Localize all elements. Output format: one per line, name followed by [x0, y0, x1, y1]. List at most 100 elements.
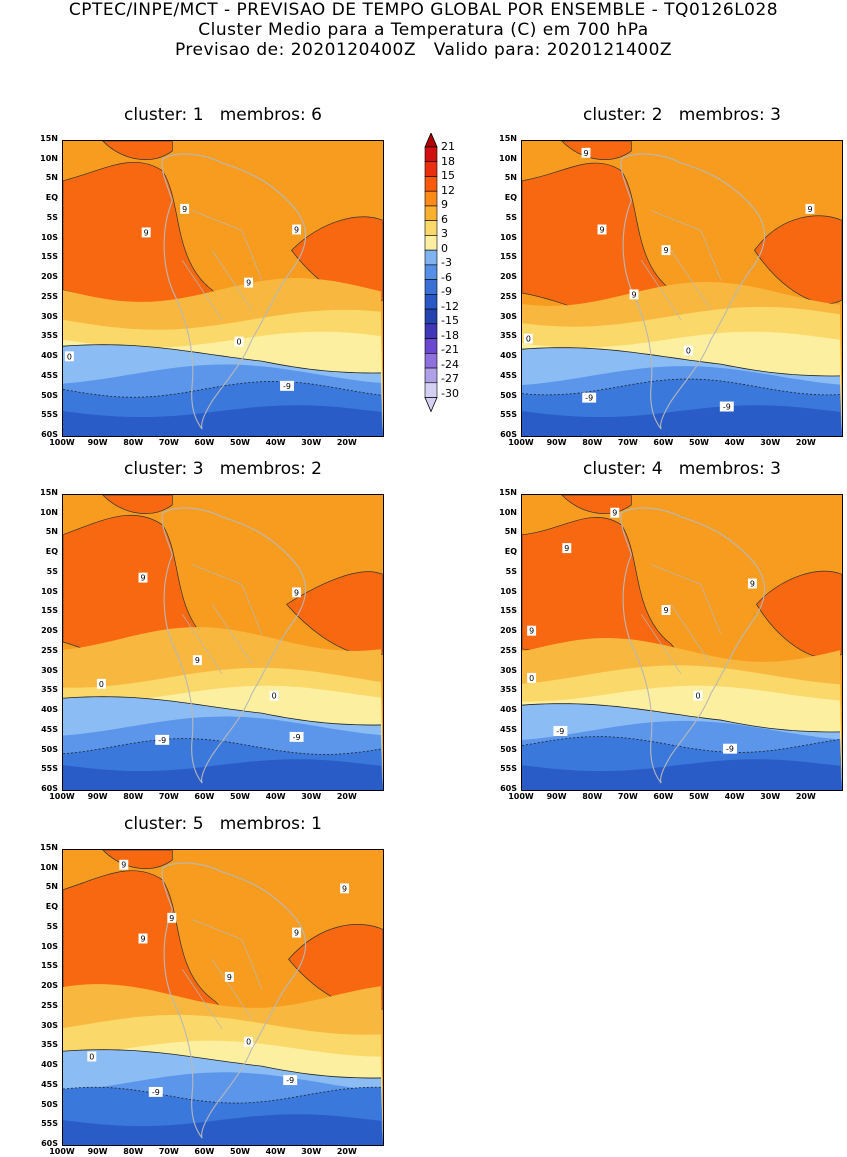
contour-label-box: [167, 912, 177, 923]
lon-tick-label: 80W: [123, 438, 144, 447]
band-minus12-minus9: [63, 1114, 383, 1145]
contour-label: -9: [723, 402, 731, 411]
contour-label-box: [683, 345, 693, 356]
lat-tick-label: 45S: [41, 370, 58, 380]
contour-label-box: [723, 743, 737, 754]
contour-label: 0: [526, 335, 531, 344]
contour-label: 9: [807, 205, 812, 214]
lon-tick-label: 90W: [87, 1147, 108, 1156]
colorbar-swatch: [424, 308, 438, 325]
colorbar-swatch: [424, 176, 438, 192]
contour-label: -9: [158, 736, 166, 745]
lon-tick-label: 20W: [336, 1147, 357, 1156]
colorbar-swatch: [424, 220, 438, 236]
lon-tick-label: 100W: [508, 792, 534, 801]
contour-minus9: [522, 378, 841, 396]
lat-tick-label: 30S: [41, 665, 58, 675]
lat-tick-label: 55S: [500, 764, 517, 774]
contour-label-box: [224, 971, 234, 982]
contour-label-box: [155, 734, 170, 745]
contour-label: 0: [89, 1052, 94, 1061]
contour-label: 9: [195, 656, 200, 665]
lat-tick-label: 30S: [500, 311, 517, 321]
lat-tick-label: EQ: [504, 547, 517, 557]
colorbar-swatch: [424, 353, 438, 369]
contour-label-box: [747, 578, 757, 589]
contour-label-box: [192, 655, 202, 666]
lat-tick-label: 60S: [41, 430, 58, 439]
continent-outline: [620, 507, 766, 784]
lat-tick-label: 40S: [500, 351, 517, 361]
lat-tick-label: 5S: [505, 212, 517, 222]
colorbar-label: 3: [441, 227, 448, 241]
map-panel-cluster-5: 9 9 9 9 9 9 0 0 -9 -9: [62, 849, 384, 1146]
colorbar-label: -6: [441, 270, 452, 284]
lon-tick-label: 20W: [336, 438, 357, 447]
lon-tick-label: 40W: [265, 1147, 286, 1156]
lon-tick-label: 30W: [301, 438, 322, 447]
contour-label-box: [244, 277, 254, 288]
lat-tick-label: 35S: [500, 685, 517, 695]
colorbar-bottom-arrow: [424, 397, 438, 413]
lat-tick-label: 10S: [41, 586, 58, 596]
contour-label: 0: [686, 346, 691, 355]
colorbar-label: -18: [441, 328, 459, 342]
continent-outline: [620, 153, 766, 430]
lon-tick-label: 40W: [265, 792, 286, 801]
contour-zero: [63, 344, 382, 374]
colorbar-label: -15: [441, 314, 459, 328]
contour-zero: [522, 703, 841, 733]
lat-tick-label: 5S: [46, 921, 58, 931]
lat-tick-label: 50S: [500, 744, 517, 754]
contour-zero: [63, 1049, 382, 1079]
lon-tick-label: 100W: [49, 1147, 75, 1156]
panel-cluster-label: cluster:: [124, 459, 188, 479]
map-panel-cluster-4: 9 9 9 9 9 0 0 -9 -9: [521, 494, 843, 791]
lat-tick-label: 10N: [499, 153, 517, 163]
panel-cluster-label: cluster:: [583, 459, 647, 479]
contour-label-box: [340, 883, 350, 894]
panel-title-cluster-3: cluster: 3 membros: 2: [58, 459, 388, 479]
contour-label: -9: [585, 394, 593, 403]
lat-tick-label: 5N: [45, 173, 58, 183]
contour-label-box: [582, 392, 597, 403]
lat-tick-label: 10S: [41, 941, 58, 951]
band-minus12-minus9: [63, 759, 383, 790]
lon-tick-label: 60W: [653, 792, 674, 801]
lat-tick-label: 30S: [41, 1020, 58, 1030]
lat-tick-label: EQ: [504, 193, 517, 203]
lat-tick-label: 45S: [500, 370, 517, 380]
continent-outline: [161, 862, 307, 1139]
lon-tick-label: 30W: [301, 1147, 322, 1156]
lat-tick-label: 5S: [46, 212, 58, 222]
contour-zero: [522, 347, 841, 377]
lon-tick-label: 90W: [87, 792, 108, 801]
contour-label: 9: [612, 509, 617, 518]
contour-label-box: [269, 690, 279, 701]
lat-tick-label: 5S: [46, 566, 58, 576]
lat-tick-label: 35S: [41, 331, 58, 341]
lat-tick-label: 45S: [41, 724, 58, 734]
contour-label-box: [141, 227, 151, 238]
lat-tick-label: 50S: [41, 390, 58, 400]
band-minus12-minus9: [522, 405, 842, 436]
panel-cluster-number: 2: [651, 105, 663, 125]
header-line-3: Previsao de: 2020120400Z Valido para: 20…: [174, 40, 673, 60]
country-borders: [181, 919, 263, 1029]
lat-tick-label: EQ: [45, 902, 58, 912]
contour-label-box: [581, 147, 591, 158]
band-minus12-minus9: [63, 405, 383, 436]
lon-tick-label: 80W: [123, 1147, 144, 1156]
contour-label: 9: [663, 246, 668, 255]
lon-tick-label: 70W: [158, 438, 179, 447]
country-borders: [181, 210, 263, 320]
contour-label-box: [553, 726, 568, 736]
map-panel-cluster-1: 9 9 9 9 0 0 -9: [62, 140, 384, 437]
lat-tick-label: 15N: [40, 843, 58, 852]
colorbar-swatch: [424, 264, 438, 280]
country-borders: [181, 564, 263, 674]
contour-label: 9: [140, 574, 145, 583]
contour-label: 9: [144, 228, 149, 237]
continent-outline: [161, 153, 307, 430]
contour-label: 9: [121, 861, 126, 870]
